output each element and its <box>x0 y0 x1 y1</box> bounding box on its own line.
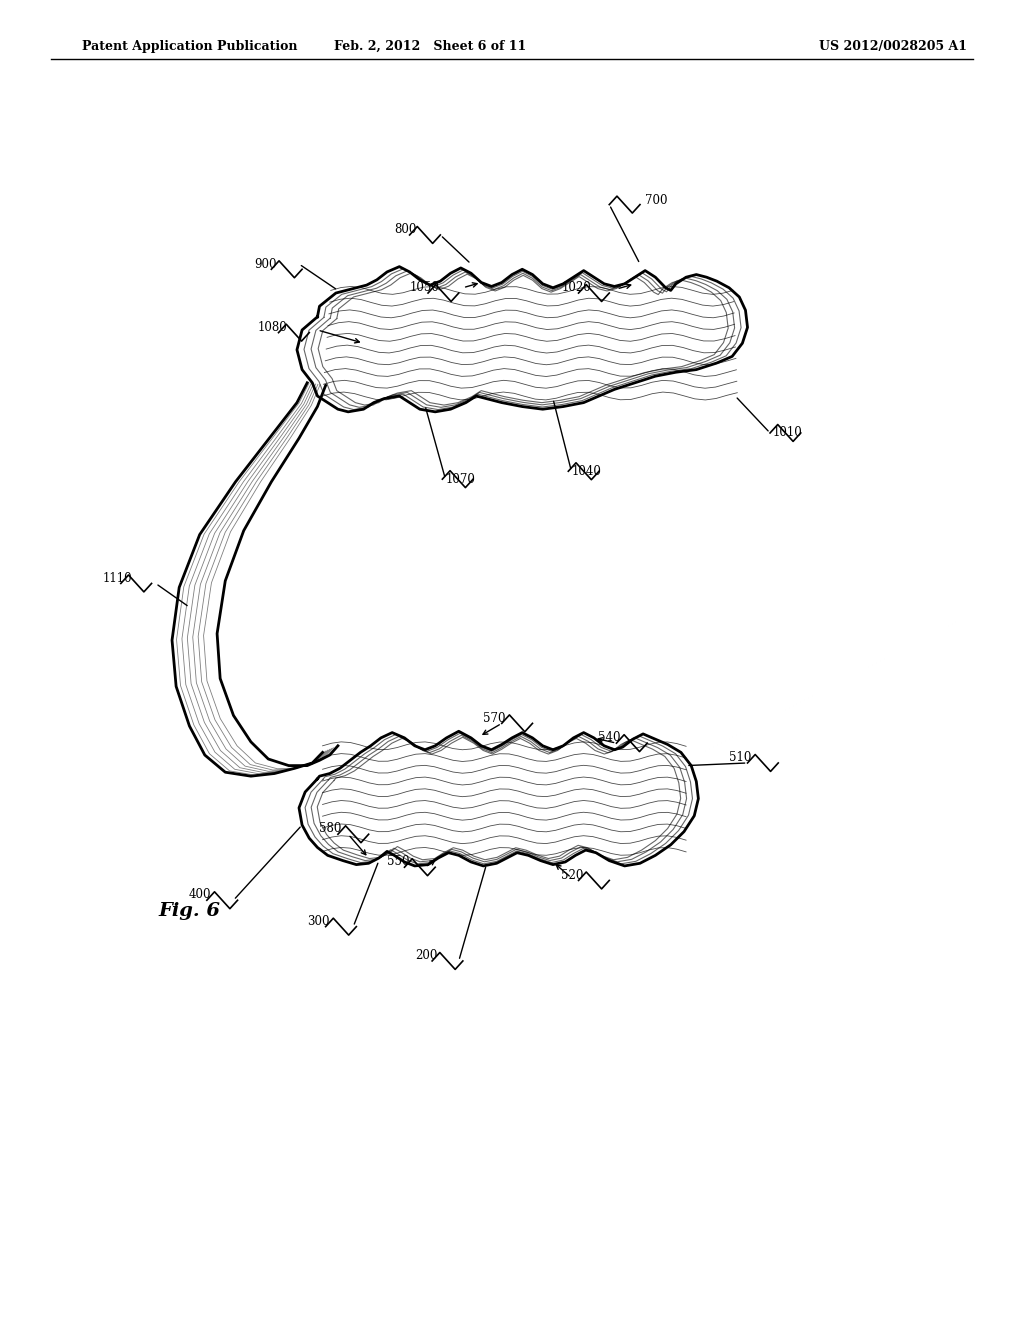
Text: 580: 580 <box>319 822 342 836</box>
Text: 510: 510 <box>729 751 752 764</box>
Text: 1020: 1020 <box>561 281 591 294</box>
Text: Fig. 6: Fig. 6 <box>159 902 221 920</box>
Text: Patent Application Publication: Patent Application Publication <box>82 40 297 53</box>
Text: 1010: 1010 <box>773 426 803 440</box>
Text: 200: 200 <box>415 949 437 962</box>
Text: Feb. 2, 2012   Sheet 6 of 11: Feb. 2, 2012 Sheet 6 of 11 <box>334 40 526 53</box>
Text: 700: 700 <box>645 194 668 207</box>
Polygon shape <box>172 383 338 776</box>
Text: 1110: 1110 <box>102 572 132 585</box>
Text: 520: 520 <box>561 869 584 882</box>
Text: 800: 800 <box>394 223 417 236</box>
Text: US 2012/0028205 A1: US 2012/0028205 A1 <box>819 40 968 53</box>
Text: 400: 400 <box>188 888 211 902</box>
Text: 1080: 1080 <box>258 321 288 334</box>
Text: 1050: 1050 <box>410 281 439 294</box>
Text: 300: 300 <box>307 915 330 928</box>
Text: 1070: 1070 <box>445 473 475 486</box>
Text: 570: 570 <box>483 711 506 725</box>
Text: 540: 540 <box>598 731 621 744</box>
Text: 1040: 1040 <box>571 465 601 478</box>
Text: 550: 550 <box>387 855 410 869</box>
Polygon shape <box>297 267 748 412</box>
Polygon shape <box>299 731 698 866</box>
Text: 900: 900 <box>254 257 276 271</box>
